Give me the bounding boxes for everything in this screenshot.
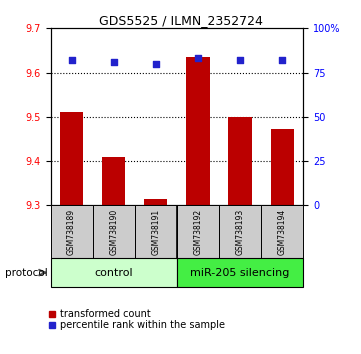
Text: percentile rank within the sample: percentile rank within the sample [60,320,225,330]
Text: GSM738192: GSM738192 [193,209,203,255]
Point [279,57,285,63]
Bar [60,113,83,205]
Text: GSM738191: GSM738191 [151,209,160,255]
Text: GSM738194: GSM738194 [278,209,287,255]
Bar [51,205,93,258]
Text: control: control [95,268,133,278]
Bar [51,258,177,287]
Bar [93,205,135,258]
Bar [219,205,261,258]
Bar [102,157,125,205]
Bar [229,117,252,205]
Text: GSM738189: GSM738189 [67,209,76,255]
Point [153,61,159,67]
Bar [135,205,177,258]
Point [69,57,74,63]
Text: GSM738193: GSM738193 [236,209,244,255]
Bar [261,205,303,258]
Text: GSM738190: GSM738190 [109,209,118,255]
Bar [144,199,168,205]
Bar [177,205,219,258]
Text: transformed count: transformed count [60,309,150,319]
Text: GDS5525 / ILMN_2352724: GDS5525 / ILMN_2352724 [99,14,262,27]
Point [111,59,117,65]
Point [195,56,201,61]
Bar [186,57,209,205]
Text: miR-205 silencing: miR-205 silencing [190,268,290,278]
Text: protocol: protocol [5,268,48,278]
Point [237,57,243,63]
Bar [271,129,294,205]
Bar [177,258,303,287]
